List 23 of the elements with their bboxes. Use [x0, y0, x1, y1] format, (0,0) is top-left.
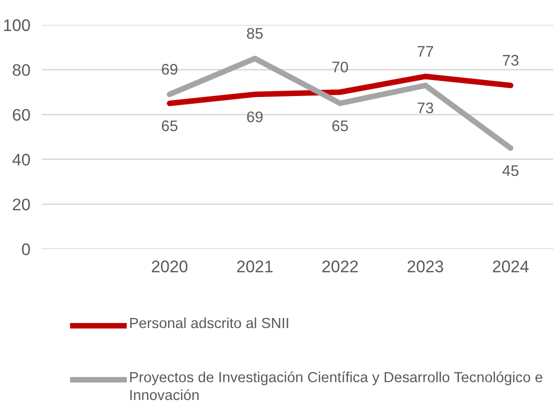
- data-label: 77: [418, 46, 434, 57]
- x-tick-label: 2022: [322, 260, 358, 272]
- y-tick-label: 60: [12, 108, 30, 121]
- y-tick-label: 80: [12, 64, 30, 76]
- y-tick-label: 100: [4, 19, 30, 32]
- x-tick-label: 2020: [152, 260, 188, 272]
- legend-label: Proyectos de Investigación Científica y Desarrollo Tecnológico e Innovación: [130, 371, 542, 400]
- y-tick-label: 20: [12, 198, 30, 210]
- legend-label: Personal adscrito al SNII: [130, 317, 288, 328]
- data-label: 73: [418, 102, 434, 114]
- data-label: 73: [502, 54, 518, 66]
- x-tick-label: 2024: [492, 260, 529, 272]
- data-label: 85: [247, 28, 263, 39]
- data-label: 65: [162, 120, 178, 132]
- data-label: 45: [502, 165, 518, 176]
- y-tick-label: 0: [22, 243, 30, 256]
- y-tick-label: 40: [12, 154, 30, 166]
- data-label: 69: [247, 111, 263, 122]
- data-label: 70: [332, 62, 348, 72]
- data-label: 69: [162, 64, 178, 75]
- data-label: 65: [332, 120, 348, 132]
- x-tick-label: 2021: [237, 260, 273, 272]
- x-tick-label: 2023: [408, 260, 444, 272]
